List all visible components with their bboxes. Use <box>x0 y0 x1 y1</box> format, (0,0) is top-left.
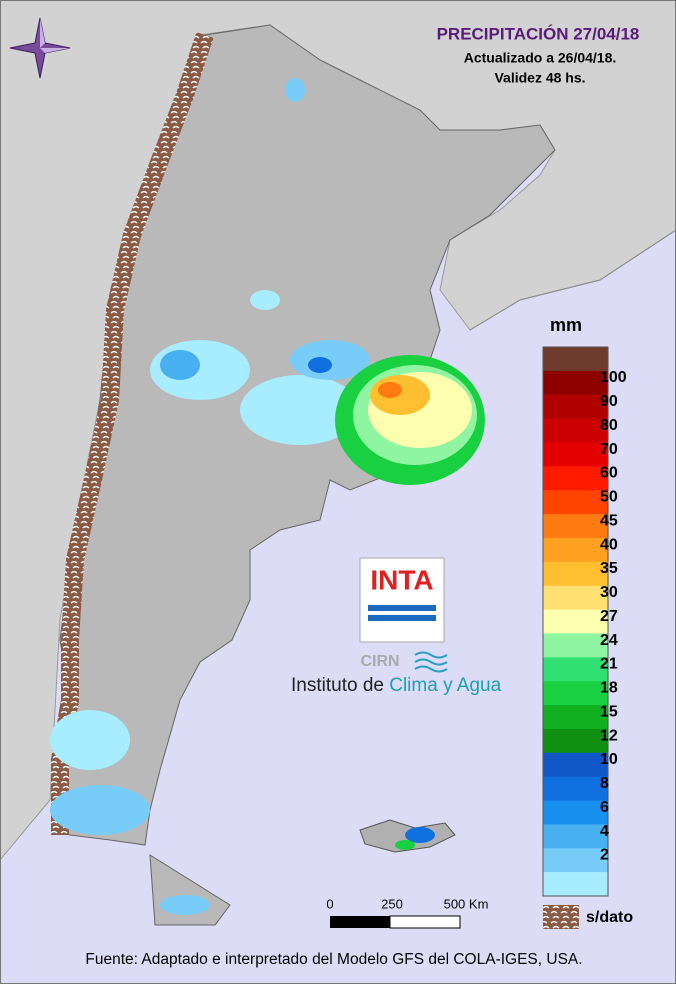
institute-highlight: Clima y Agua <box>389 675 501 696</box>
legend-label: 100 <box>600 369 627 386</box>
legend-swatch <box>543 800 608 825</box>
compass <box>9 17 71 79</box>
no-data-label: s/dato <box>586 909 633 926</box>
legend-swatch <box>543 537 608 563</box>
updated: Actualizado a 26/04/18. <box>464 50 617 66</box>
legend-swatch <box>543 490 608 515</box>
legend-label: 27 <box>600 608 618 625</box>
coast <box>469 0 676 331</box>
legend-swatch <box>543 848 608 873</box>
institute: Instituto de <box>291 675 384 696</box>
legend-swatch <box>543 728 608 754</box>
no-data-strip <box>51 32 214 835</box>
scale-label: 0 <box>326 896 333 911</box>
no-data-swatch <box>543 905 579 929</box>
scale-label: 500 Km <box>444 896 489 911</box>
legend-swatch <box>543 752 608 778</box>
legend-label: 50 <box>600 489 618 506</box>
logo: INTA CIRN Instituto de Clima y Agua <box>291 557 502 696</box>
source: Fuente: Adaptado e interpretado del Mode… <box>85 951 582 968</box>
legend-swatch <box>543 394 608 420</box>
logo-center: CIRN <box>360 653 399 670</box>
legend-swatch <box>543 466 608 491</box>
legend-label: 8 <box>600 775 609 792</box>
legend-swatch <box>543 442 608 467</box>
validity: Validez 48 hs. <box>494 70 585 86</box>
legend-swatch <box>543 585 608 611</box>
legend-swatch <box>543 776 608 802</box>
legend-swatch <box>543 657 608 682</box>
legend-label: 2 <box>600 847 609 864</box>
legend-swatch <box>543 633 608 658</box>
legend-swatch <box>543 705 608 730</box>
legend-swatch <box>543 370 608 396</box>
legend-label: 21 <box>600 656 618 673</box>
legend-label: 80 <box>600 417 618 434</box>
legend-swatch <box>543 514 608 539</box>
legend-swatch <box>543 681 608 706</box>
legend-label: 6 <box>600 799 609 816</box>
legend-swatch <box>543 347 608 372</box>
legend-label: 90 <box>600 393 618 410</box>
legend-label: 10 <box>600 751 618 768</box>
legend-label: 35 <box>600 560 618 577</box>
legend-label: 15 <box>600 703 618 720</box>
legend-label: 70 <box>600 441 618 458</box>
legend-label: 12 <box>600 727 618 744</box>
legend: 100 90 80 70 60 50 45 40 35 30 27 24 21 18 15 12 10 8 6 4 2 <box>542 346 627 897</box>
legend-swatch <box>543 609 608 634</box>
logo-institute: Instituto de Clima y Agua <box>291 675 502 696</box>
legend-label: 30 <box>600 584 618 601</box>
legend-label: 24 <box>600 632 618 649</box>
legend-label: 45 <box>600 512 618 529</box>
legend-swatch <box>543 561 608 587</box>
logo-name: INTA <box>370 564 433 595</box>
scale-bar <box>330 915 461 929</box>
legend-label: 40 <box>600 536 618 553</box>
title: PRECIPITACIÓN 27/04/18 <box>437 24 640 43</box>
legend-swatch <box>543 418 608 443</box>
precipitation <box>50 78 485 915</box>
legend-swatch <box>543 872 608 897</box>
legend-label: 4 <box>600 823 609 840</box>
legend-label: 18 <box>600 680 618 697</box>
legend-frame <box>542 346 609 897</box>
legend-swatch <box>543 824 608 849</box>
legend-label: 60 <box>600 465 618 482</box>
scale-label: 250 <box>381 896 403 911</box>
legend-unit: mm <box>550 315 582 335</box>
